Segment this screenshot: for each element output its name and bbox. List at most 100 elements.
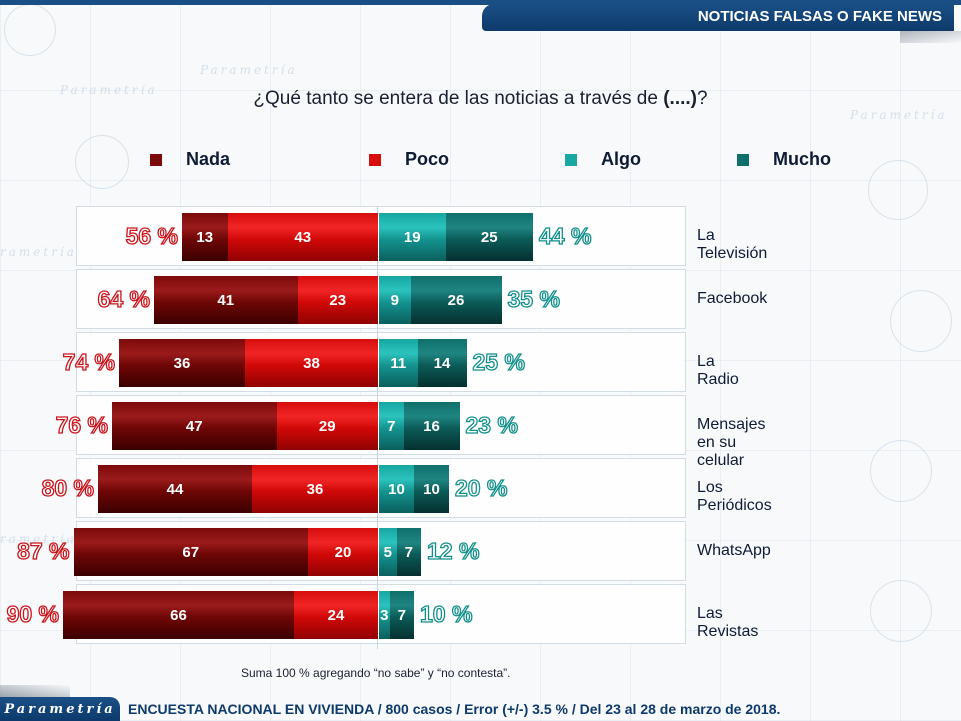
data-label: 13 [196,228,214,246]
data-label: 23 [329,291,347,309]
data-label: 67 [182,543,200,561]
chart-question: ¿Qué tanto se entera de las noticias a t… [0,88,961,110]
positive-total-label: 44 % [538,222,592,249]
bar-segment-mucho: 26 [410,276,502,324]
chart-note: Suma 100 % agregando “no sabe” y “no con… [241,666,511,680]
bar-segment-nada: 41 [154,276,298,324]
data-label: 14 [433,354,451,372]
data-label: 20 [334,543,352,561]
legend-item-algo: Algo [565,149,641,170]
header-line [0,0,961,5]
data-label: 11 [390,354,407,372]
bar-segment-algo: 19 [379,213,446,261]
data-label: 44 [166,480,184,498]
survey-info: ENCUESTA NACIONAL EN VIVIENDA / 800 caso… [128,701,781,717]
bar-segment-poco: 29 [276,402,378,450]
legend-label: Nada [186,149,231,169]
positive-total-label: 20 % [454,474,508,501]
category-label: Las Revistas [697,605,759,640]
category-label: WhatsApp [697,542,771,559]
diverging-bar-chart: 43 13 19 25 56 % 44 % La Televisión 23 41 9 26 64 %… [6,206,772,649]
negative-total-label: 64 % [97,285,151,312]
data-label: 5 [383,543,392,561]
bar-segment-algo: 10 [379,465,414,513]
data-label: 24 [327,606,345,624]
bar-segment-mucho: 7 [389,591,414,639]
header-title: NOTICIAS FALSAS O FAKE NEWS [697,8,942,25]
bar-segment-poco: 38 [245,339,378,387]
header-shadow [900,31,961,43]
legend-label: Mucho [773,149,831,169]
legend-swatch [150,153,162,166]
question-suffix: ? [697,88,708,109]
negative-total-label: 87 % [16,537,70,564]
data-label: 7 [387,417,396,435]
data-label: 41 [217,291,235,309]
bar-segment-algo: 5 [379,528,397,576]
data-label: 38 [303,354,320,372]
negative-total-label: 56 % [125,222,179,249]
data-label: 36 [306,480,324,498]
watermark: rametría [0,532,77,546]
positive-total-label: 25 % [472,348,526,375]
negative-total-label: 76 % [55,411,109,438]
bar-segment-mucho: 10 [414,465,449,513]
chart-legend: Nada Poco Algo Mucho [0,149,961,173]
watermark: Parametría [850,108,948,122]
bar-segment-poco: 24 [294,591,378,639]
positive-total-label: 23 % [465,411,519,438]
data-label: 7 [404,543,413,561]
watermark-circle [870,580,932,642]
data-label: 9 [390,291,399,309]
data-label: 36 [173,354,191,372]
bar-segment-algo: 11 [379,339,418,387]
bar-segment-poco: 23 [297,276,378,324]
legend-item-nada: Nada [150,149,230,170]
legend-label: Algo [601,149,641,169]
negative-total-label: 90 % [6,600,60,627]
data-label: 10 [423,480,440,498]
positive-total-label: 12 % [426,537,480,564]
bar-segment-mucho: 25 [445,213,533,261]
watermark-circle [868,160,928,220]
bar-segment-nada: 66 [63,591,294,639]
legend-swatch [737,153,749,166]
question-text: ¿Qué tanto se entera de las noticias a t… [253,88,664,109]
category-label: La Radio [697,353,739,388]
data-label: 25 [480,228,498,246]
data-label: 3 [380,606,389,624]
bar-segment-mucho: 16 [403,402,460,450]
bar-segment-nada: 13 [182,213,228,261]
data-label: 47 [185,417,203,435]
category-label: Facebook [697,290,768,307]
bar-segment-mucho: 7 [396,528,421,576]
bar-segment-poco: 36 [252,465,378,513]
negative-total-label: 74 % [62,348,116,375]
bar-segment-nada: 44 [98,465,252,513]
bar-segment-nada: 47 [112,402,277,450]
header-bar: NOTICIAS FALSAS O FAKE NEWS [482,4,954,31]
parametria-logo: Parametría [4,701,116,717]
legend-swatch [369,153,381,166]
bar-segment-algo: 7 [379,402,404,450]
bar-segment-poco: 43 [227,213,378,261]
legend-label: Poco [405,149,450,169]
data-label: 19 [403,228,421,246]
negative-total-label: 80 % [41,474,95,501]
question-placeholder: (....) [663,88,697,109]
data-label: 26 [447,291,465,309]
legend-item-poco: Poco [369,149,449,170]
watermark-circle [870,440,932,502]
legend-swatch [565,153,577,166]
watermark: Parametría [200,63,298,77]
data-label: 16 [423,417,440,435]
positive-total-label: 10 % [419,600,473,627]
bar-segment-poco: 20 [308,528,378,576]
watermark: Parametría [60,83,158,97]
data-label: 10 [388,480,405,498]
data-label: 66 [170,606,187,624]
legend-item-mucho: Mucho [737,149,831,170]
bar-segment-nada: 67 [73,528,308,576]
bar-segment-algo: 9 [379,276,411,324]
data-label: 43 [294,228,312,246]
